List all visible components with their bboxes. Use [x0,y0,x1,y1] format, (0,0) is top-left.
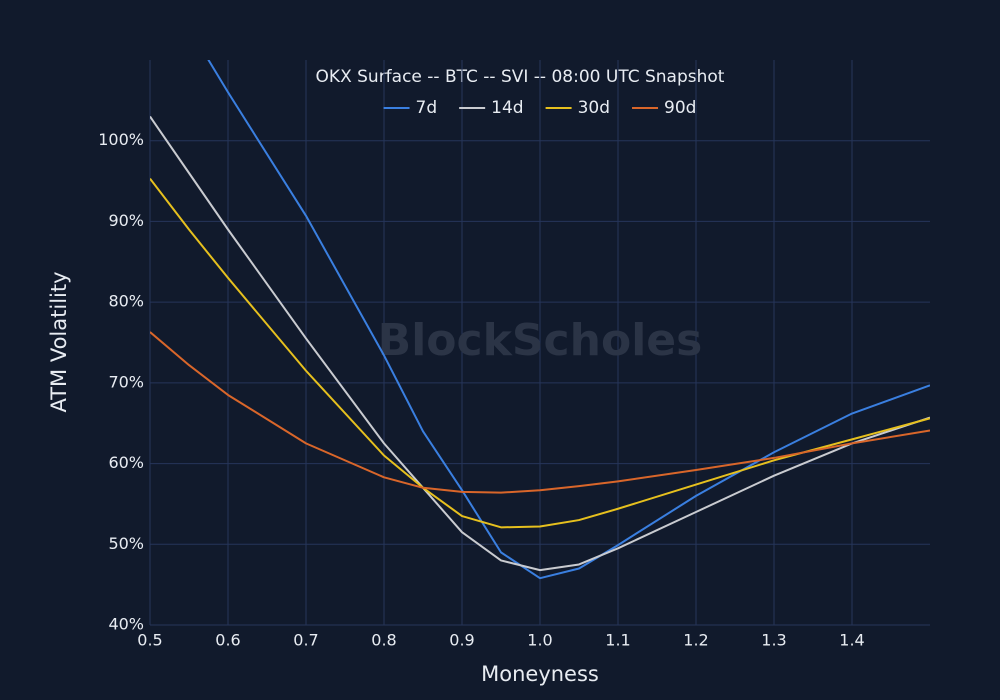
x-tick-label: 0.8 [371,631,396,650]
y-tick-label: 80% [108,292,144,311]
x-tick-label: 1.3 [761,631,786,650]
series-line [150,331,930,494]
legend-label: 7d [416,98,438,118]
x-tick-label: 0.5 [137,631,162,650]
series-line [150,178,930,529]
watermark: BlockScholes [378,315,703,366]
x-tick-label: 0.9 [449,631,474,650]
chart-title: OKX Surface -- BTC -- SVI -- 08:00 UTC S… [316,67,725,87]
y-tick-label: 60% [108,453,144,472]
x-tick-label: 1.1 [605,631,630,650]
y-tick-label: 90% [108,211,144,230]
x-tick-label: 0.7 [293,631,318,650]
y-tick-label: 70% [108,372,144,391]
x-tick-label: 1.4 [839,631,864,650]
series-line [207,60,930,580]
series-line [150,115,930,572]
plot-area [150,60,930,580]
x-axis-title: Moneyness [481,662,599,686]
legend-label: 30d [578,98,610,118]
y-tick-label: 40% [108,615,144,634]
legend: 7d 14d 30d 90d [383,98,696,118]
y-tick-label: 100% [98,130,144,149]
legend-label: 90d [664,98,696,118]
y-axis-title: ATM Volatility [47,271,71,412]
x-tick-label: 0.6 [215,631,240,650]
legend-label: 14d [491,98,523,118]
x-tick-label: 1.2 [683,631,708,650]
y-tick-label: 50% [108,534,144,553]
x-tick-label: 1.0 [527,631,552,650]
